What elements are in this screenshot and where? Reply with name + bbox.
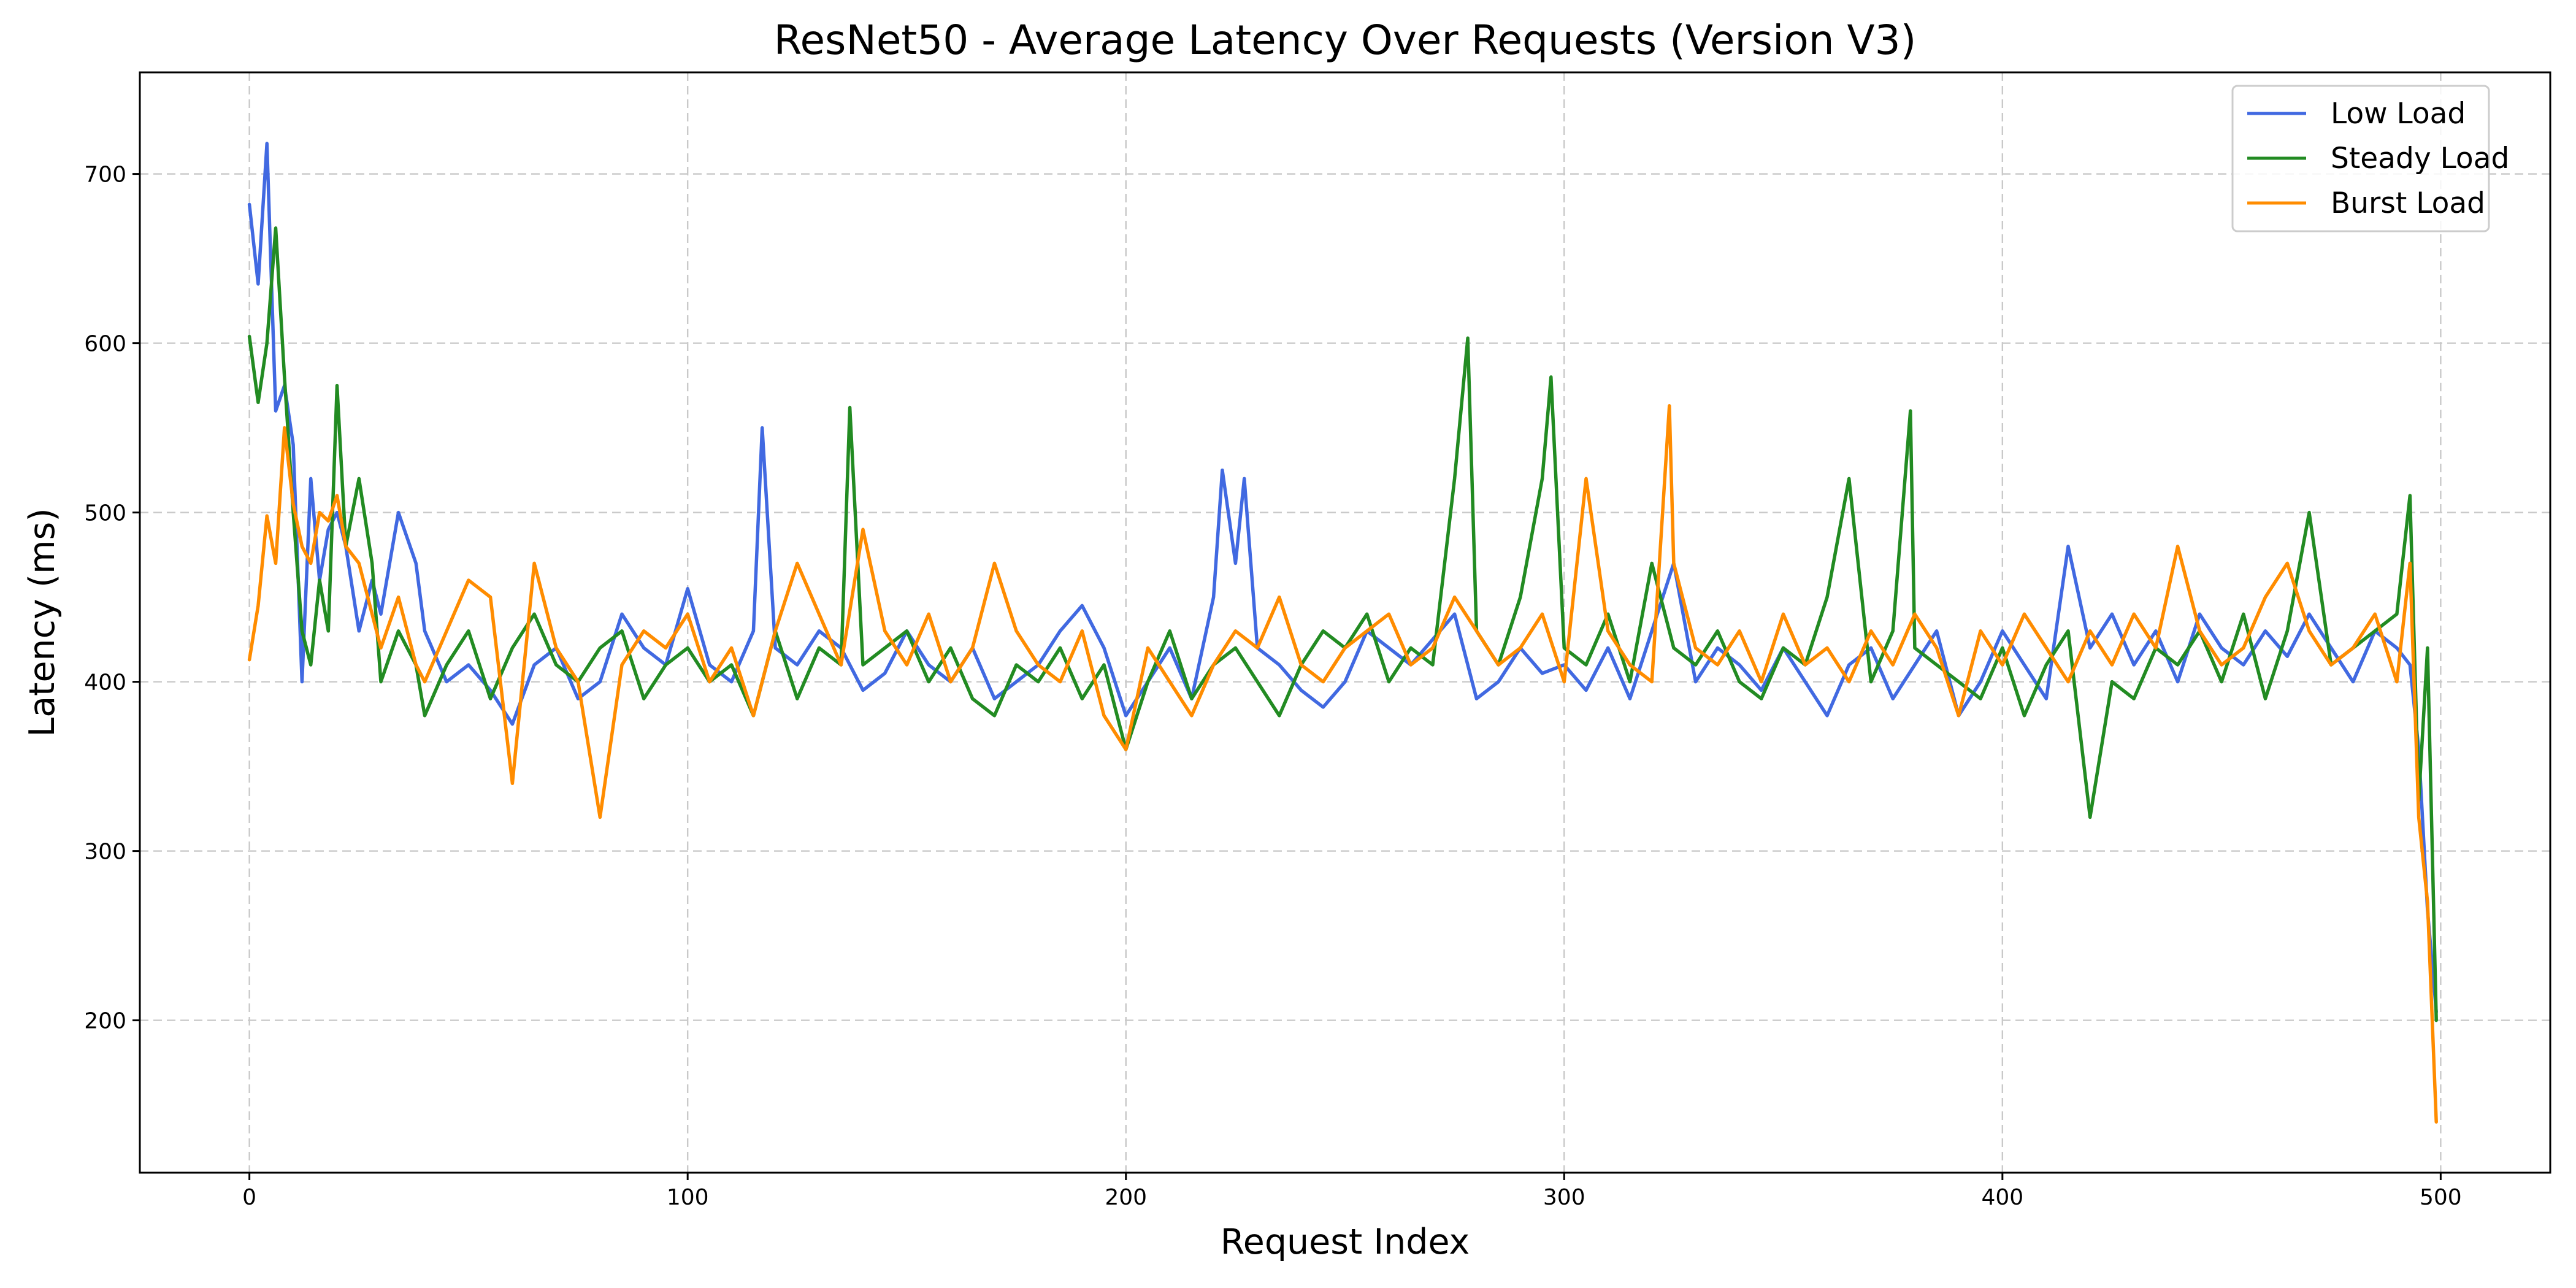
legend-entry-steady-load: Steady Load — [2247, 142, 2509, 175]
x-tick-label: 500 — [2420, 1185, 2462, 1210]
y-tick-label: 600 — [84, 332, 126, 357]
chart-title: ResNet50 - Average Latency Over Requests… — [774, 17, 1917, 64]
legend: Low Load Steady Load Burst Load — [2231, 85, 2509, 232]
series-line-burst-load — [247, 404, 2438, 1124]
series-lines — [247, 142, 2438, 1124]
legend-label-steady-load: Steady Load — [2331, 142, 2509, 175]
legend-entry-burst-load: Burst Load — [2247, 186, 2485, 220]
x-axis-title: Request Index — [1221, 1222, 1470, 1262]
x-tick-label: 0 — [242, 1185, 256, 1210]
legend-label-low-load: Low Load — [2331, 97, 2466, 131]
legend-label-burst-load: Burst Load — [2331, 186, 2485, 220]
y-tick-label: 400 — [84, 670, 126, 696]
y-tick-label: 300 — [84, 840, 126, 865]
y-axis-title: Latency (ms) — [22, 508, 63, 737]
y-tick-label: 700 — [84, 163, 126, 188]
plot-frame — [139, 71, 2551, 1174]
x-tick-label: 200 — [1105, 1185, 1147, 1210]
series-line-steady-load — [247, 226, 2438, 1022]
legend-entry-low-load: Low Load — [2247, 97, 2466, 131]
x-tick-label: 100 — [667, 1185, 709, 1210]
x-tick-label: 300 — [1543, 1185, 1585, 1210]
series-line-low-load — [247, 142, 2438, 1014]
y-tick-label: 500 — [84, 501, 126, 526]
legend-box — [2231, 85, 2490, 232]
axis-ticks: 0 100 200 300 400 500 200 300 400 500 600 700 — [84, 163, 2461, 1210]
y-tick-label: 200 — [84, 1009, 126, 1034]
x-tick-label: 400 — [1981, 1185, 2023, 1210]
